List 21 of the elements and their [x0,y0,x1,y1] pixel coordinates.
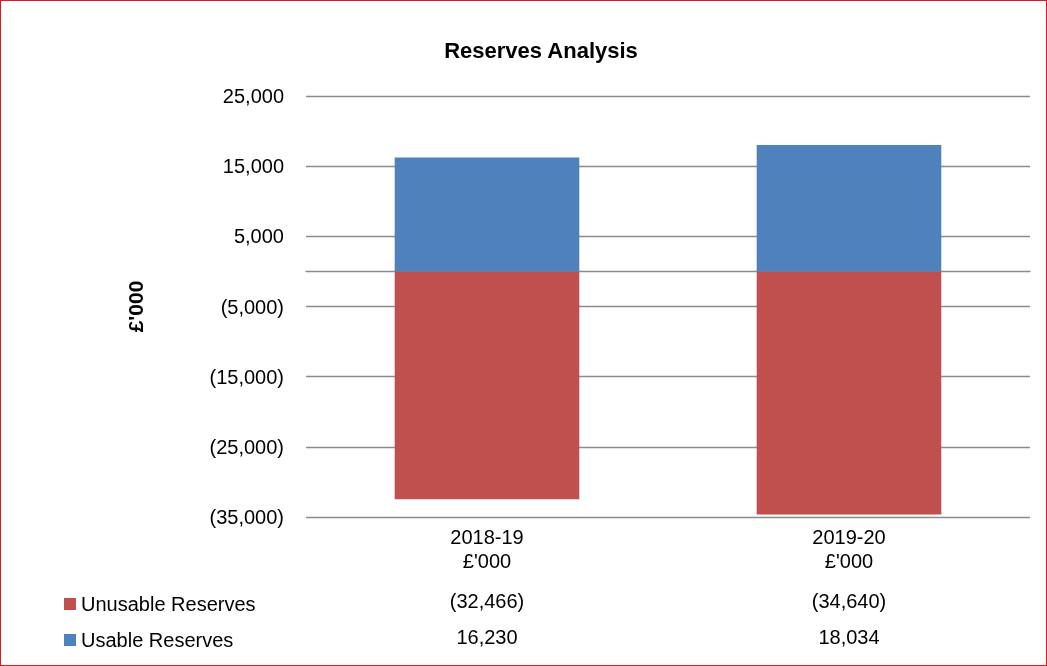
bar [394,271,580,500]
x-tick-label: 2018-19 £'000 [450,526,524,572]
data-label: (34,640) [811,590,887,612]
legend-label: Usable Reserves [81,629,234,651]
y-tick-label: 25,000 [222,85,284,107]
y-tick-label: 5,000 [233,225,284,248]
y-axis-title: £'000 [124,280,147,333]
y-tick-label: (25,000) [209,435,284,458]
legend-label: Unusable Reserves [81,593,256,615]
y-tick-label: (35,000) [209,506,284,528]
bar [756,144,942,272]
y-tick-label: (15,000) [209,365,284,388]
bar [394,157,580,272]
y-tick-label: 15,000 [222,155,284,178]
chart-title: Reserves Analysis [444,37,638,63]
bar [756,271,942,515]
data-label: 16,230 [456,626,518,648]
y-tick-label: (5,000) [220,295,284,318]
x-tick-label: 2019-20 £'000 [812,526,886,572]
data-label: 18,034 [818,626,880,648]
data-label: (32,466) [449,590,525,612]
